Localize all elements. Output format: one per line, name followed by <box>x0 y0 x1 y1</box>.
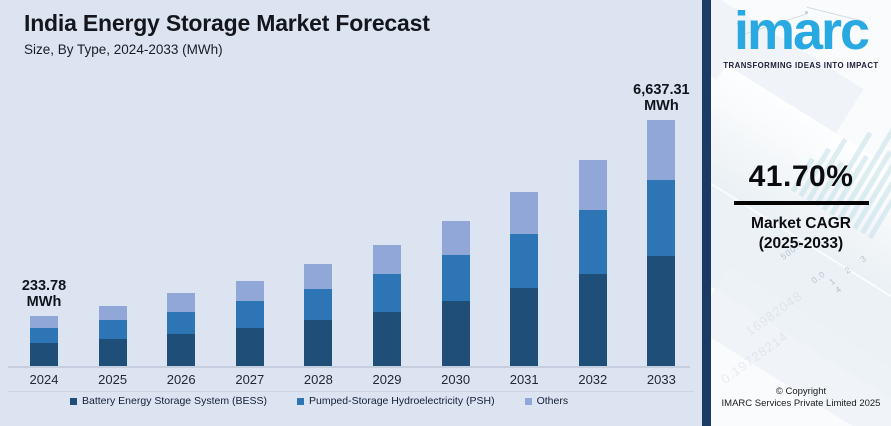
chart-subtitle: Size, By Type, 2024-2033 (MWh) <box>24 42 223 57</box>
imarc-logo: imarc <box>733 1 870 61</box>
bar-2028-bess <box>304 320 333 366</box>
bar-2025-bess <box>98 339 127 366</box>
panel-accent-strip <box>702 0 711 426</box>
legend-divider <box>8 391 694 392</box>
x-axis-label-2029: 2029 <box>372 372 402 387</box>
bar-2032-others <box>578 160 607 210</box>
cagr-label-line1: Market CAGR <box>751 215 851 232</box>
bar-2033-others <box>647 120 676 180</box>
x-axis-label-2030: 2030 <box>441 372 471 387</box>
x-axis-label-2027: 2027 <box>235 372 265 387</box>
legend-swatch-1 <box>297 397 304 405</box>
bar-2029-bess <box>373 312 401 366</box>
x-axis-label-2024: 2024 <box>29 372 59 387</box>
bar-2029-psh <box>373 274 401 312</box>
bar-2033-psh <box>647 180 676 256</box>
x-axis-label-2026: 2026 <box>166 372 196 387</box>
bar-2027-bess <box>235 328 264 366</box>
bar-2024-others <box>30 316 58 328</box>
bar-2026-psh <box>167 312 196 334</box>
x-axis-label-2032: 2032 <box>578 372 608 387</box>
value-label-2024: 233.78 MWh <box>21 278 67 310</box>
legend-label-1: Pumped-Storage Hydroelectricity (PSH) <box>309 395 495 407</box>
decor-dot <box>805 11 808 14</box>
bar-2027-psh <box>235 301 264 328</box>
bar-2026-bess <box>167 334 196 366</box>
x-axis-label-2025: 2025 <box>98 372 128 387</box>
decor-dot <box>863 26 866 29</box>
bar-2030-psh <box>441 255 470 301</box>
legend-item-1: Pumped-Storage Hydroelectricity (PSH) <box>297 395 495 407</box>
plot-area: 2024 233.78 MWh 2025 2026 2027 2028 2029 2030 203… <box>8 82 690 387</box>
bar-2025-others <box>98 306 127 320</box>
logo-block: imarc TRANSFORMING IDEAS INTO IMPACT <box>711 2 891 70</box>
bar-2028-others <box>304 264 333 289</box>
legend-swatch-2 <box>524 397 532 405</box>
bar-2029-others <box>373 245 401 274</box>
bar-2031-others <box>510 192 539 234</box>
bar-2032-psh <box>578 210 607 274</box>
x-axis-label-2031: 2031 <box>509 372 539 387</box>
bar-2031-bess <box>510 288 539 366</box>
bar-2032-bess <box>578 274 607 366</box>
logo-tagline: TRANSFORMING IDEAS INTO IMPACT <box>723 61 879 70</box>
bar-2026-others <box>167 293 196 312</box>
legend: Battery Energy Storage System (BESS) Pump… <box>70 395 568 407</box>
cagr-label-line2: (2025-2033) <box>758 235 844 252</box>
copyright-line1: © Copyright <box>775 386 827 397</box>
legend-label-0: Battery Energy Storage System (BESS) <box>82 395 267 407</box>
bar-2028-psh <box>304 289 333 320</box>
cagr-block: 41.70% Market CAGR (2025-2033) <box>711 160 891 254</box>
bar-2025-psh <box>98 320 127 339</box>
decor-dot <box>737 22 740 25</box>
bar-2024-psh <box>30 328 58 343</box>
bar-2027-others <box>235 281 264 301</box>
legend-item-2: Others <box>524 395 569 407</box>
brand-panel: 500.0 0.0 1 2 3 4 16982048 0.19728214 im… <box>711 0 891 426</box>
bar-2030-others <box>441 221 470 255</box>
legend-swatch-0 <box>70 397 77 405</box>
value-label-2033: 6,637.31 MWh <box>633 82 690 114</box>
bar-2031-psh <box>510 234 539 288</box>
bar-2024-bess <box>30 343 58 366</box>
cagr-value: 41.70% <box>748 160 854 193</box>
legend-item-0: Battery Energy Storage System (BESS) <box>70 395 267 407</box>
bar-2033-bess <box>647 256 676 366</box>
bar-2030-bess <box>441 301 470 366</box>
chart-section: India Energy Storage Market Forecast Siz… <box>0 0 702 426</box>
copyright-line2: IMARC Services Private Limited 2025 <box>721 397 881 409</box>
copyright: © Copyright IMARC Services Private Limit… <box>711 386 891 409</box>
legend-label-2: Others <box>536 395 569 407</box>
cagr-divider <box>733 201 869 205</box>
x-axis-label-2033: 2033 <box>646 372 676 387</box>
x-axis-label-2028: 2028 <box>303 372 333 387</box>
x-axis-line <box>8 366 690 368</box>
page-title: India Energy Storage Market Forecast <box>24 10 430 36</box>
